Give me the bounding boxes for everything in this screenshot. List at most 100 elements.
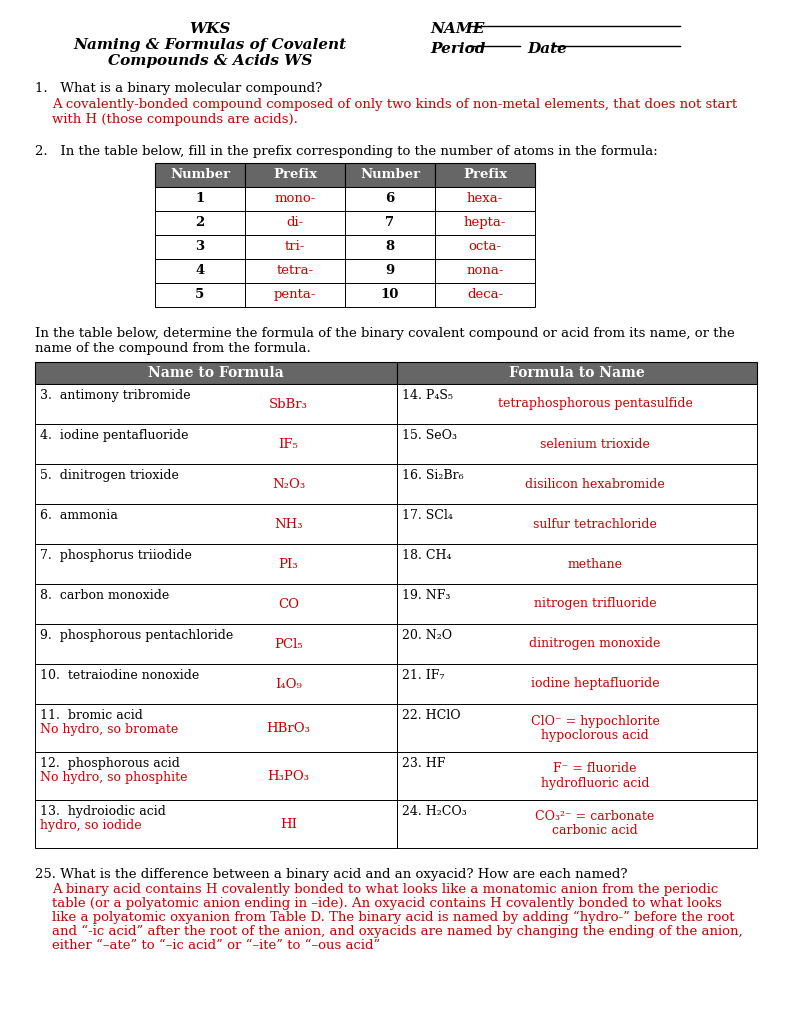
Bar	[35, 664, 397, 705]
Bar	[35, 800, 397, 848]
Text: 1.   What is a binary molecular compound?: 1. What is a binary molecular compound?	[35, 82, 322, 95]
Text: CO₃²⁻ = carbonate: CO₃²⁻ = carbonate	[536, 811, 655, 823]
Bar	[245, 211, 345, 234]
Bar	[345, 283, 435, 307]
Text: NAME: NAME	[430, 22, 484, 36]
Bar	[397, 705, 757, 752]
Text: No hydro, so bromate: No hydro, so bromate	[40, 723, 178, 736]
Text: 4: 4	[195, 264, 205, 278]
Text: 5.  dinitrogen trioxide: 5. dinitrogen trioxide	[40, 469, 179, 482]
Text: 8: 8	[385, 240, 395, 253]
Text: 22. HClO: 22. HClO	[402, 709, 460, 722]
Text: nitrogen trifluoride: nitrogen trifluoride	[534, 597, 657, 610]
Text: tetraphosphorous pentasulfide: tetraphosphorous pentasulfide	[498, 397, 692, 411]
Text: 15. SeO₃: 15. SeO₃	[402, 429, 457, 442]
Text: 20. N₂O: 20. N₂O	[402, 629, 452, 642]
Bar	[397, 752, 757, 800]
Text: IF₅: IF₅	[278, 437, 298, 451]
Text: PI₃: PI₃	[278, 557, 298, 570]
Text: iodine heptafluoride: iodine heptafluoride	[531, 678, 660, 690]
Text: 6.  ammonia: 6. ammonia	[40, 509, 118, 522]
Text: 5: 5	[195, 288, 205, 301]
Text: hydro, so iodide: hydro, so iodide	[40, 819, 142, 831]
Text: 3.  antimony tribromide: 3. antimony tribromide	[40, 389, 191, 402]
Bar	[35, 752, 397, 800]
Bar	[397, 464, 757, 504]
Text: 7: 7	[385, 216, 395, 229]
Text: carbonic acid: carbonic acid	[552, 824, 638, 838]
Bar	[397, 544, 757, 584]
Text: A binary acid contains H covalently bonded to what looks like a monatomic anion : A binary acid contains H covalently bond…	[52, 883, 718, 896]
Text: 2.   In the table below, fill in the prefix corresponding to the number of atoms: 2. In the table below, fill in the prefi…	[35, 145, 658, 158]
Text: 11.  bromic acid: 11. bromic acid	[40, 709, 143, 722]
Bar	[435, 163, 535, 187]
Text: hydrofluoric acid: hydrofluoric acid	[541, 776, 649, 790]
Text: Prefix: Prefix	[463, 168, 507, 181]
Text: 2: 2	[195, 216, 205, 229]
Text: HBrO₃: HBrO₃	[267, 722, 310, 734]
Bar	[345, 259, 435, 283]
Text: Name to Formula: Name to Formula	[148, 366, 284, 380]
Text: N₂O₃: N₂O₃	[272, 477, 305, 490]
Text: HI: HI	[280, 817, 297, 830]
Text: ClO⁻ = hypochlorite: ClO⁻ = hypochlorite	[531, 715, 660, 727]
Bar	[35, 584, 397, 624]
Bar	[155, 259, 245, 283]
Bar	[397, 362, 757, 384]
Bar	[435, 211, 535, 234]
Bar	[245, 283, 345, 307]
Bar	[245, 163, 345, 187]
Text: 7.  phosphorus triiodide: 7. phosphorus triiodide	[40, 549, 192, 562]
Bar	[397, 384, 757, 424]
Text: A covalently-bonded compound composed of only two kinds of non-metal elements, t: A covalently-bonded compound composed of…	[52, 98, 737, 126]
Text: Date: Date	[527, 42, 567, 56]
Text: Prefix: Prefix	[273, 168, 317, 181]
Text: 23. HF: 23. HF	[402, 757, 445, 770]
Text: 21. IF₇: 21. IF₇	[402, 669, 445, 682]
Text: selenium trioxide: selenium trioxide	[540, 437, 650, 451]
Bar	[155, 211, 245, 234]
Text: penta-: penta-	[274, 288, 316, 301]
Text: 4.  iodine pentafluoride: 4. iodine pentafluoride	[40, 429, 188, 442]
Text: 14. P₄S₅: 14. P₄S₅	[402, 389, 453, 402]
Text: PCl₅: PCl₅	[274, 638, 303, 650]
Text: disilicon hexabromide: disilicon hexabromide	[525, 477, 665, 490]
Text: 8.  carbon monoxide: 8. carbon monoxide	[40, 589, 169, 602]
Bar	[35, 624, 397, 664]
Text: tetra-: tetra-	[276, 264, 313, 278]
Bar	[245, 187, 345, 211]
Text: 10: 10	[380, 288, 399, 301]
Bar	[35, 504, 397, 544]
Bar	[397, 504, 757, 544]
Text: NH₃: NH₃	[274, 517, 303, 530]
Text: 12.  phosphorous acid: 12. phosphorous acid	[40, 757, 180, 770]
Text: No hydro, so phosphite: No hydro, so phosphite	[40, 771, 187, 784]
Text: nona-: nona-	[466, 264, 504, 278]
Text: either “–ate” to “–ic acid” or “–ite” to “–ous acid”: either “–ate” to “–ic acid” or “–ite” to…	[52, 939, 380, 952]
Text: di-: di-	[286, 216, 304, 229]
Bar	[435, 283, 535, 307]
Text: Period: Period	[430, 42, 486, 56]
Text: 17. SCl₄: 17. SCl₄	[402, 509, 453, 522]
Text: deca-: deca-	[467, 288, 503, 301]
Text: F⁻ = fluoride: F⁻ = fluoride	[553, 763, 637, 775]
Text: hexa-: hexa-	[467, 193, 503, 205]
Bar	[155, 283, 245, 307]
Bar	[35, 544, 397, 584]
Bar	[435, 234, 535, 259]
Text: WKS: WKS	[189, 22, 231, 36]
Text: sulfur tetrachloride: sulfur tetrachloride	[533, 517, 657, 530]
Text: Number: Number	[170, 168, 230, 181]
Bar	[245, 259, 345, 283]
Text: mono-: mono-	[274, 193, 316, 205]
Bar	[397, 424, 757, 464]
Text: 3: 3	[195, 240, 205, 253]
Bar	[155, 163, 245, 187]
Bar	[155, 187, 245, 211]
Bar	[435, 187, 535, 211]
Bar	[397, 584, 757, 624]
Text: CO: CO	[278, 597, 299, 610]
Text: 9: 9	[385, 264, 395, 278]
Text: and “-ic acid” after the root of the anion, and oxyacids are named by changing t: and “-ic acid” after the root of the ani…	[52, 925, 743, 938]
Text: 9.  phosphorous pentachloride: 9. phosphorous pentachloride	[40, 629, 233, 642]
